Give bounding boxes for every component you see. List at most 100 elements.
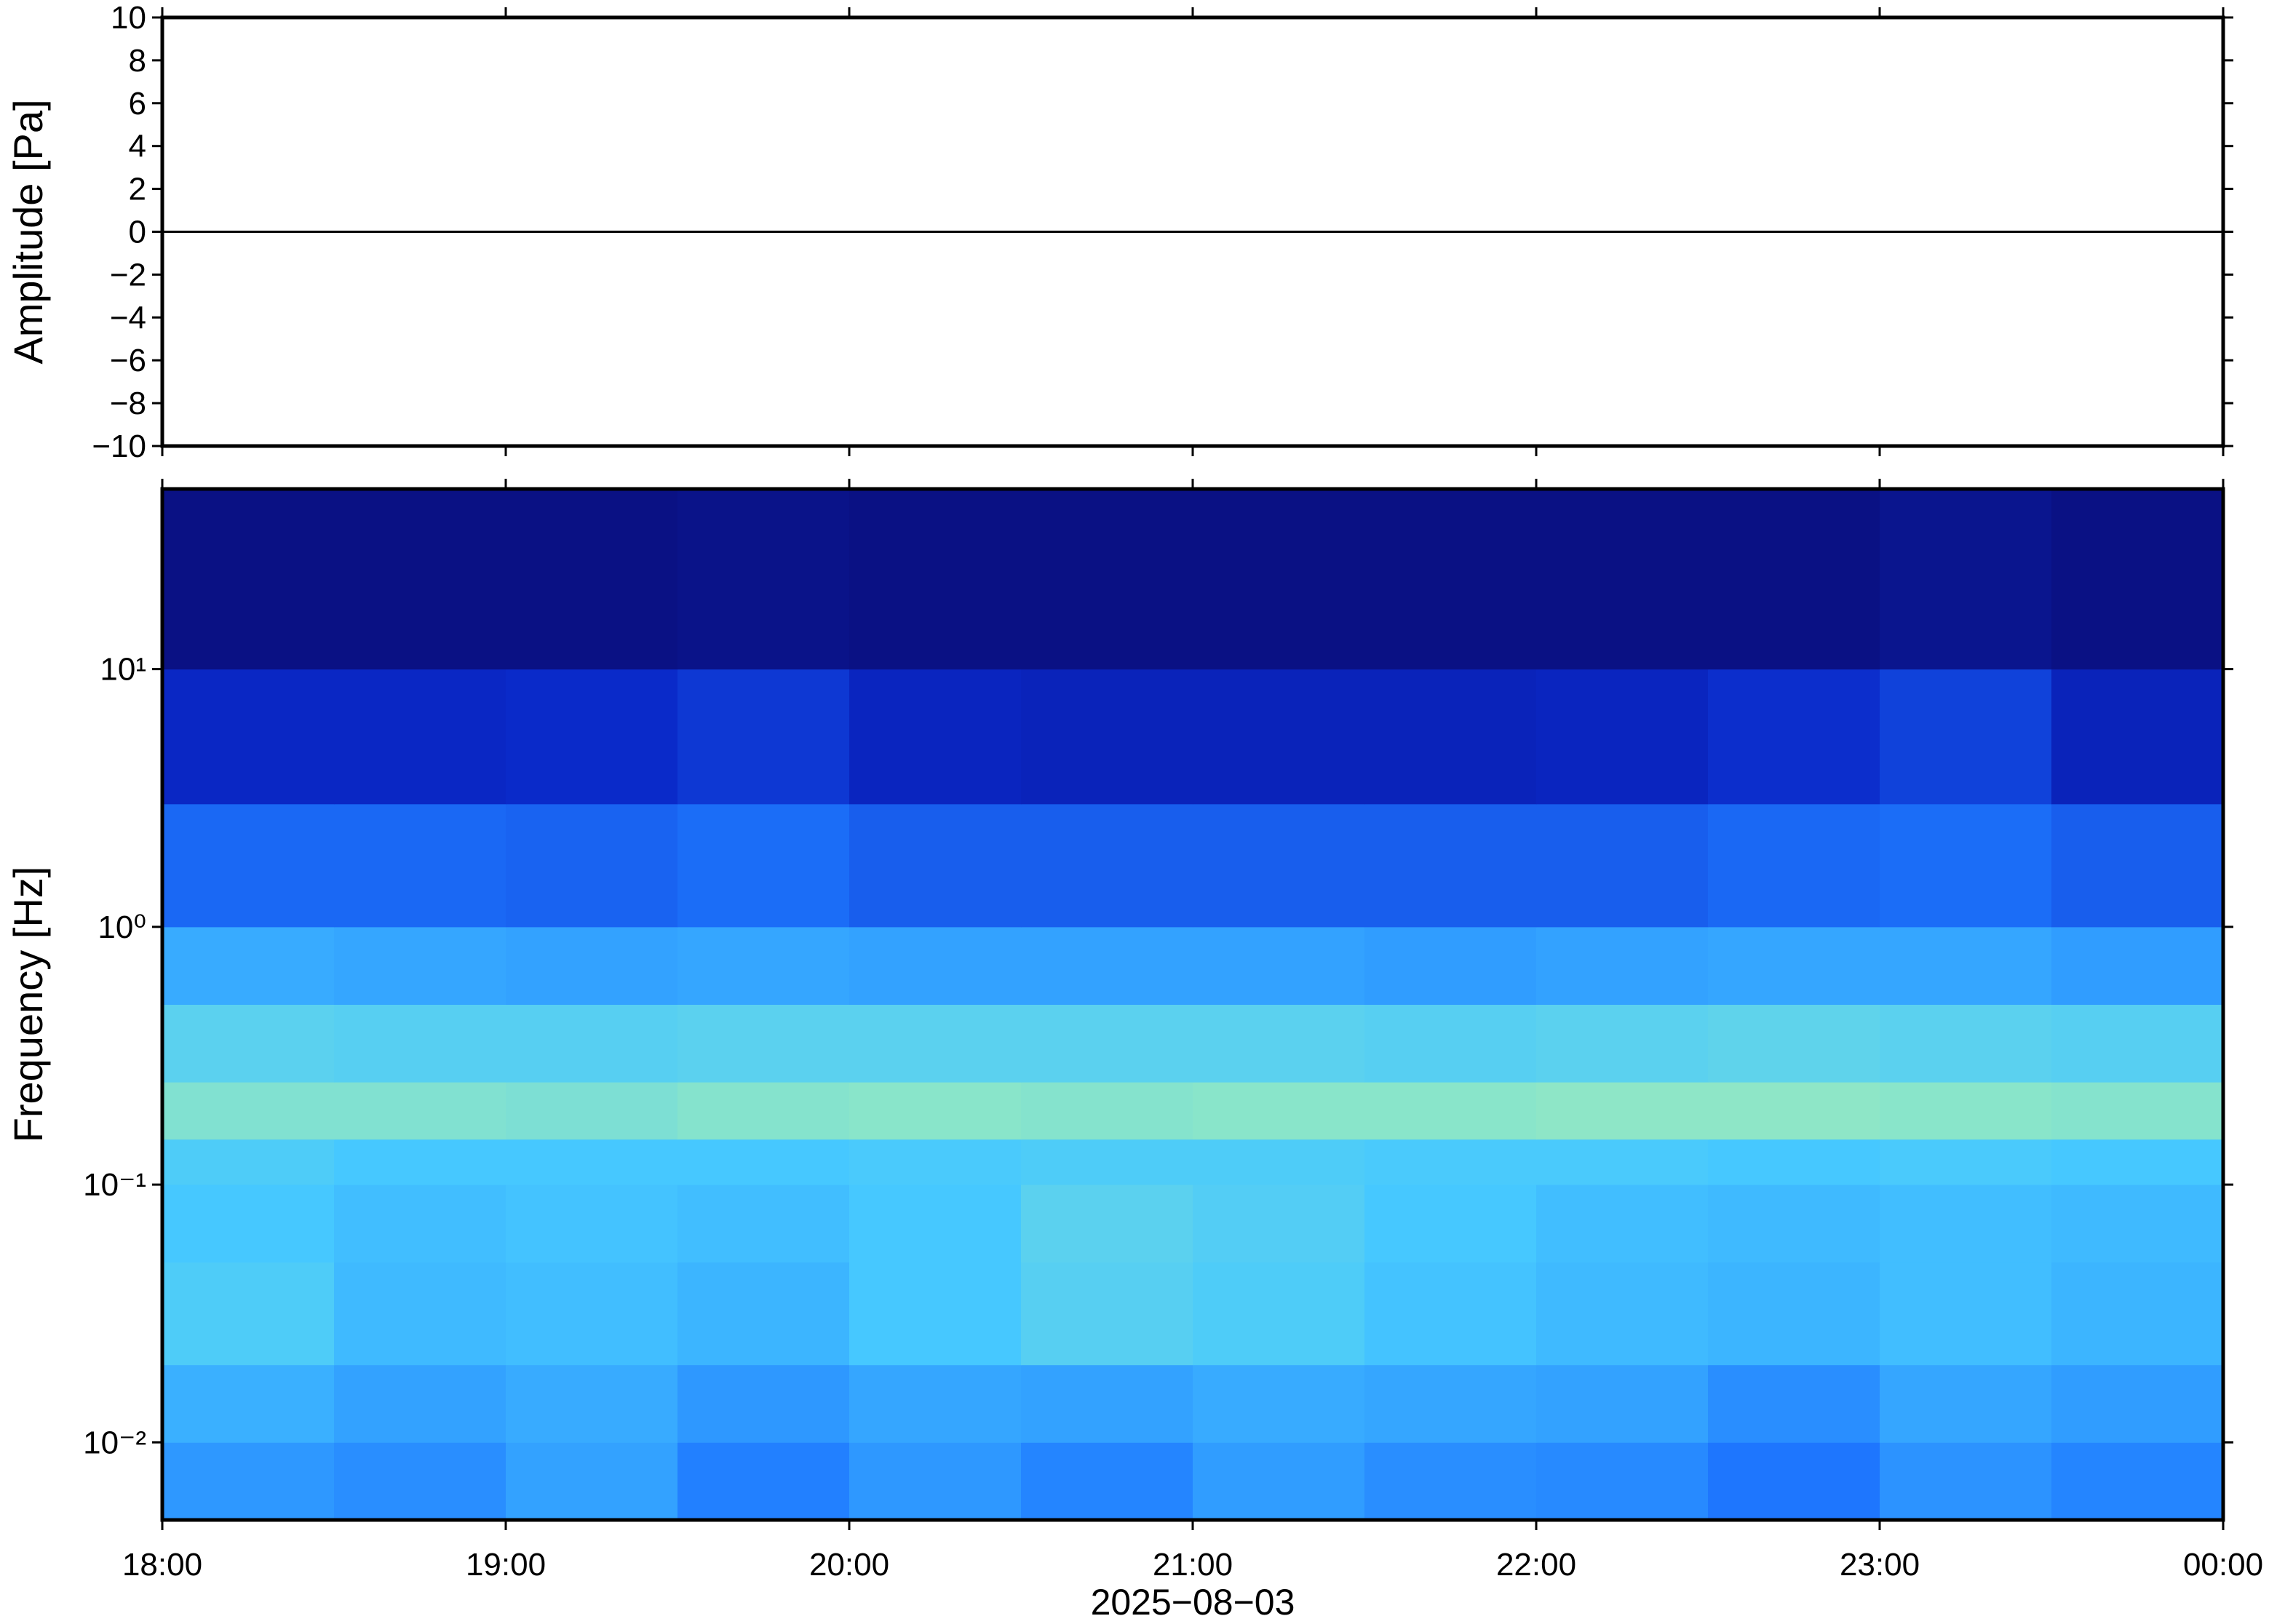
- spectrogram-cell: [2051, 1442, 2224, 1521]
- x-tick-label: 00:00: [2183, 1547, 2263, 1583]
- spectrogram-cell: [849, 1004, 1022, 1083]
- spectrogram-cell: [1708, 803, 1880, 928]
- spectrogram-cell: [1708, 1364, 1880, 1443]
- spectrogram-cell: [162, 1082, 335, 1140]
- spectrogram-cell: [849, 926, 1022, 1005]
- spectrogram-cell: [334, 1004, 506, 1083]
- spectrogram-cell: [162, 1185, 335, 1263]
- y-tick-label: 4: [129, 129, 146, 164]
- spectrogram-cell: [1364, 1082, 1537, 1140]
- spectrogram-cell: [1193, 1364, 1365, 1443]
- spectrogram-cell: [334, 1262, 506, 1366]
- spectrogram-cell: [2051, 1185, 2224, 1263]
- spectrogram-cell: [506, 1364, 678, 1443]
- spectrogram-cell: [1364, 1262, 1537, 1366]
- spectrogram-cell: [1536, 1139, 1709, 1185]
- spectrogram-cell: [162, 1139, 335, 1185]
- spectrogram-cell: [1708, 669, 1880, 805]
- y-axis-label: Frequency [Hz]: [5, 867, 51, 1143]
- spectrogram-cell: [1193, 1442, 1365, 1521]
- spectrogram-cell: [1708, 1262, 1880, 1366]
- spectrogram-cell: [506, 489, 678, 670]
- spectrogram-cell: [2051, 803, 2224, 928]
- spectrogram-cell: [677, 1139, 850, 1185]
- spectrogram-cell: [1880, 489, 2052, 670]
- spectrogram-cell: [677, 803, 850, 928]
- spectrogram-cell: [1880, 1082, 2052, 1140]
- spectrogram-cell: [849, 1364, 1022, 1443]
- spectrogram-cell: [162, 1442, 335, 1521]
- y-tick-label: 10⁰: [98, 909, 146, 945]
- y-tick-label: 2: [129, 172, 146, 207]
- y-tick-label: −4: [110, 300, 146, 335]
- spectrogram-cell: [2051, 1004, 2224, 1083]
- spectrogram-cell: [1193, 1262, 1365, 1366]
- spectrogram-cell: [1364, 1139, 1537, 1185]
- spectrogram-cell: [1021, 1442, 1193, 1521]
- spectrogram-cell: [334, 1442, 506, 1521]
- spectrogram-cell: [1193, 1082, 1365, 1140]
- spectrogram-cell: [162, 803, 335, 928]
- spectrogram-cell: [162, 1262, 335, 1366]
- spectrogram-cell: [2051, 669, 2224, 805]
- spectrogram-cell: [1193, 1004, 1365, 1083]
- spectrogram-cell: [677, 489, 850, 670]
- spectrogram-cell: [2051, 1082, 2224, 1140]
- spectrogram-cell: [1880, 1139, 2052, 1185]
- spectrogram-cell: [506, 1139, 678, 1185]
- spectrogram-cell: [1364, 803, 1537, 928]
- spectrogram-cell: [334, 1082, 506, 1140]
- spectrogram-cell: [334, 926, 506, 1005]
- spectrogram-cell: [1364, 1364, 1537, 1443]
- spectrogram-cell: [1193, 1139, 1365, 1185]
- spectrogram-cell: [334, 489, 506, 670]
- spectrogram-cell: [1193, 489, 1365, 670]
- spectrogram-cell: [1708, 1004, 1880, 1083]
- spectrogram-cell: [849, 1262, 1022, 1366]
- spectrogram-cell: [1364, 1442, 1537, 1521]
- spectrogram-cell: [334, 669, 506, 805]
- spectrogram-cell: [162, 926, 335, 1005]
- spectrogram-cell: [1193, 669, 1365, 805]
- spectrogram-cell: [677, 926, 850, 1005]
- spectrogram-cell: [677, 1442, 850, 1521]
- spectrogram-cell: [1880, 1185, 2052, 1263]
- y-tick-label: 10: [111, 0, 146, 36]
- spectrogram-cell: [506, 1004, 678, 1083]
- spectrogram-cell: [506, 926, 678, 1005]
- spectrogram-cell: [1021, 1082, 1193, 1140]
- spectrogram-cell: [1536, 669, 1709, 805]
- spectrogram-cell: [506, 1262, 678, 1366]
- spectrogram-cell: [1364, 669, 1537, 805]
- spectrogram-cell: [677, 1004, 850, 1083]
- spectrogram: [162, 489, 2224, 1521]
- spectrogram-cell: [1536, 1364, 1709, 1443]
- spectrogram-cell: [162, 489, 335, 670]
- spectrogram-cell: [677, 1082, 850, 1140]
- spectrogram-cell: [1193, 926, 1365, 1005]
- spectrogram-cell: [849, 803, 1022, 928]
- spectrogram-cell: [1536, 1082, 1709, 1140]
- spectrogram-cell: [1708, 1185, 1880, 1263]
- spectrogram-cell: [1021, 926, 1193, 1005]
- spectrogram-cell: [849, 669, 1022, 805]
- spectrogram-cell: [506, 803, 678, 928]
- spectrogram-cell: [1364, 926, 1537, 1005]
- spectrogram-cell: [506, 1082, 678, 1140]
- spectrogram-cell: [1708, 489, 1880, 670]
- y-tick-label: 0: [129, 215, 146, 250]
- spectrogram-cell: [1708, 1442, 1880, 1521]
- spectrogram-cell: [1021, 669, 1193, 805]
- x-tick-label: 20:00: [809, 1547, 889, 1583]
- y-tick-label: −8: [110, 386, 146, 421]
- spectrogram-cell: [1708, 926, 1880, 1005]
- spectrogram-cell: [1021, 489, 1193, 670]
- y-tick-label: 6: [129, 86, 146, 122]
- spectrogram-cell: [1021, 1004, 1193, 1083]
- spectrogram-cell: [1880, 803, 2052, 928]
- y-tick-label: 10¹: [100, 652, 146, 688]
- spectrogram-cell: [849, 1139, 1022, 1185]
- spectrogram-cell: [1880, 669, 2052, 805]
